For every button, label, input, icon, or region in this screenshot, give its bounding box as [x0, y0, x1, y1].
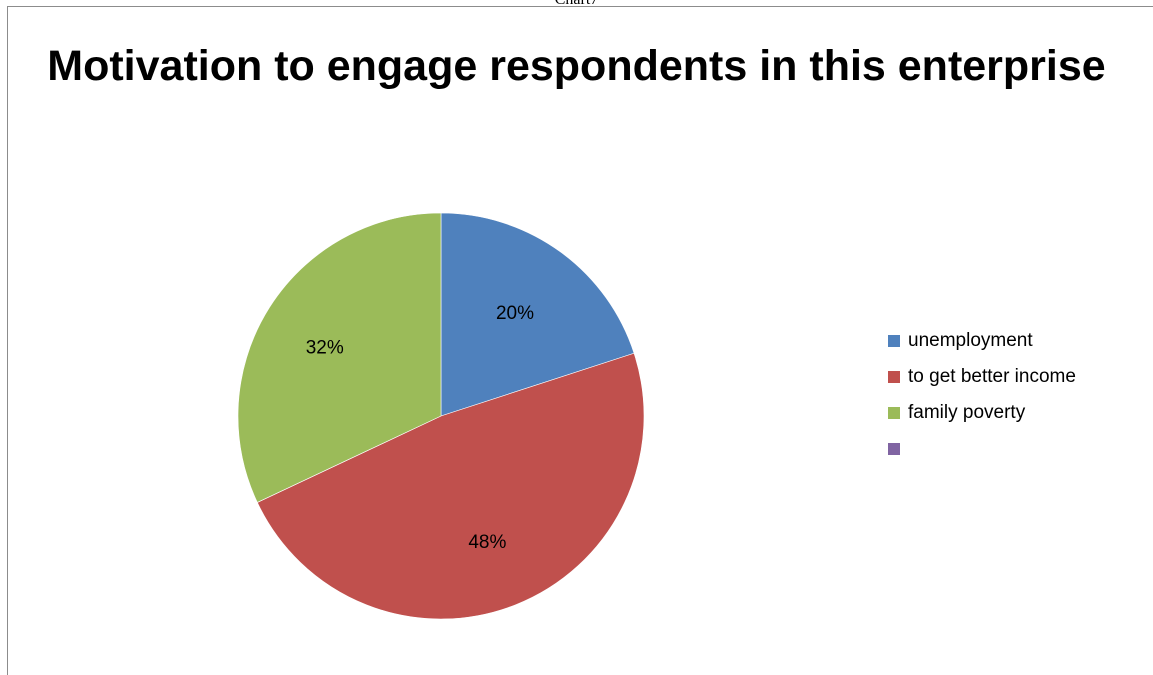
pie-slice-labels: 20% 48% 32%: [306, 303, 534, 553]
legend-swatch: [888, 335, 900, 347]
chart-title: Motivation to engage respondents in this…: [47, 42, 1106, 90]
slice-value-label: 48%: [468, 532, 506, 553]
legend-swatch: [888, 371, 900, 383]
pie-slice-to-get-better-income: [256, 352, 645, 620]
legend-swatch: [888, 443, 900, 455]
legend-label: to get better income: [908, 366, 1076, 387]
legend-label: family poverty: [908, 402, 1026, 423]
legend-item: family poverty: [888, 403, 1148, 423]
pie-slices: [237, 212, 645, 620]
legend-item: unemployment: [888, 331, 1148, 351]
pie-slice-unemployment: [440, 212, 635, 417]
legend-swatch: [888, 407, 900, 419]
page-caption: Chart7: [0, 0, 1153, 10]
slice-value-label: 32%: [306, 338, 344, 359]
legend-item: [888, 439, 1148, 459]
legend-item: to get better income: [888, 367, 1148, 387]
pie-slice-family-poverty: [237, 212, 442, 503]
legend-label: unemployment: [908, 330, 1033, 351]
chart-legend: unemployment to get better income family p…: [888, 331, 1148, 475]
slice-value-label: 20%: [496, 303, 534, 324]
